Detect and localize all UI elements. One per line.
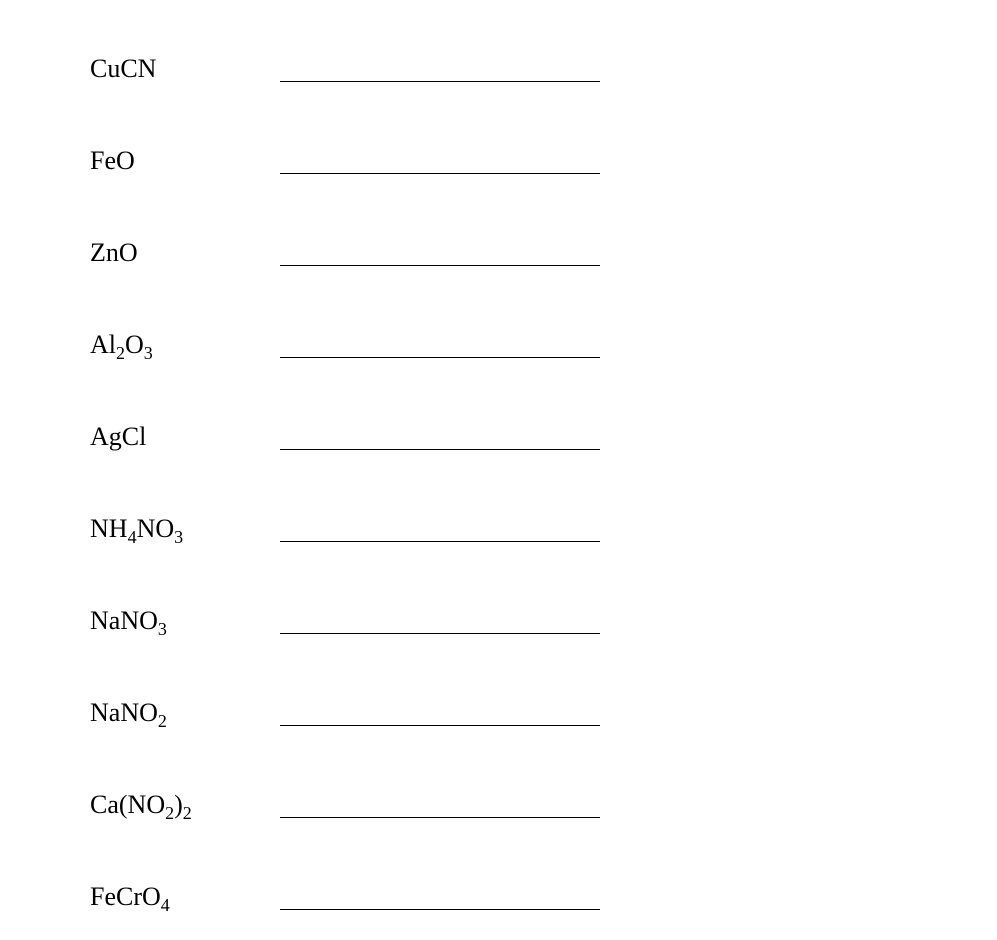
answer-blank[interactable] — [280, 725, 600, 726]
answer-blank[interactable] — [280, 173, 600, 174]
compound-formula: AgCl — [90, 424, 280, 480]
compound-formula: ZnO — [90, 240, 280, 296]
compound-formula: Ca(NO2)2 — [90, 792, 280, 848]
compound-formula: NaNO2 — [90, 700, 280, 756]
worksheet-page: CuCN FeO ZnO Al2O3 AgCl NH4NO3 NaNO3 NaN… — [0, 0, 997, 940]
compound-formula: NH4NO3 — [90, 516, 280, 572]
compound-row: Ca(NO2)2 — [90, 756, 997, 848]
answer-blank[interactable] — [280, 265, 600, 266]
compound-formula: CuCN — [90, 56, 280, 112]
answer-blank[interactable] — [280, 449, 600, 450]
compound-row: ZnO — [90, 204, 997, 296]
compound-formula: Al2O3 — [90, 332, 280, 388]
compound-row: NH4NO3 — [90, 480, 997, 572]
compound-row: Al2O3 — [90, 296, 997, 388]
compound-row: FeCrO4 — [90, 848, 997, 940]
compound-row: NaNO2 — [90, 664, 997, 756]
compound-formula: NaNO3 — [90, 608, 280, 664]
answer-blank[interactable] — [280, 357, 600, 358]
answer-blank[interactable] — [280, 633, 600, 634]
compound-row: AgCl — [90, 388, 997, 480]
compound-formula: FeCrO4 — [90, 884, 280, 940]
compound-row: FeO — [90, 112, 997, 204]
answer-blank[interactable] — [280, 541, 600, 542]
answer-blank[interactable] — [280, 909, 600, 910]
answer-blank[interactable] — [280, 817, 600, 818]
answer-blank[interactable] — [280, 81, 600, 82]
compound-row: NaNO3 — [90, 572, 997, 664]
compound-formula: FeO — [90, 148, 280, 204]
compound-row: CuCN — [90, 20, 997, 112]
